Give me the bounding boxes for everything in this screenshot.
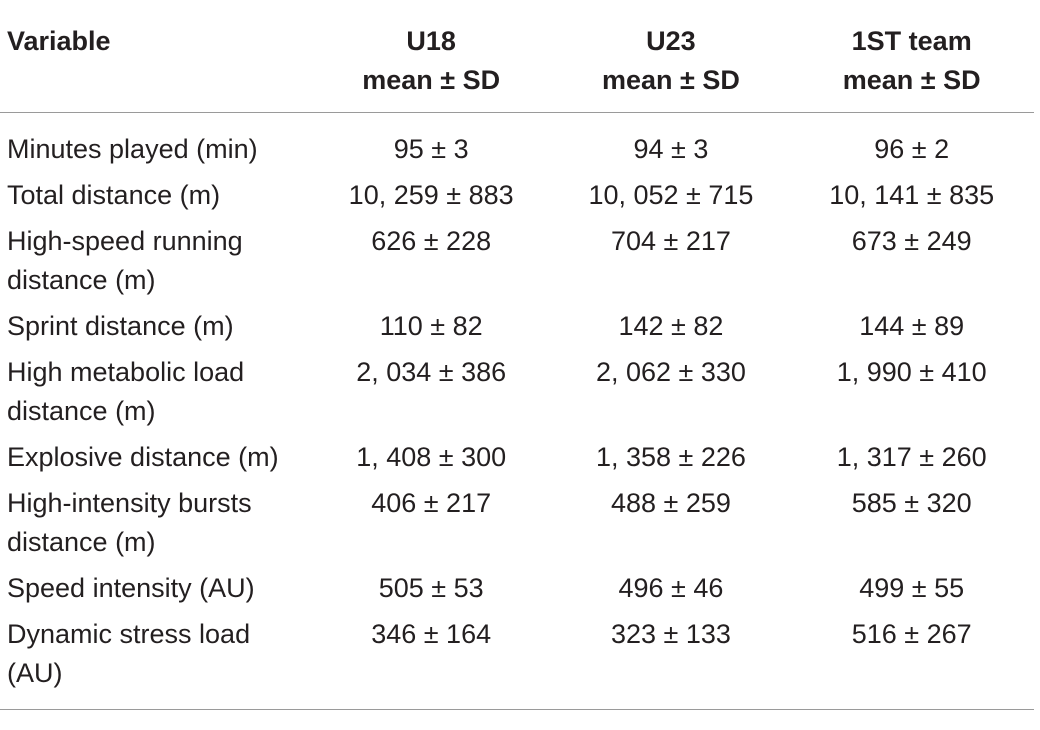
- row-variable: High-speed running distance (m): [7, 226, 243, 295]
- table-row: Sprint distance (m) 110 ± 82 142 ± 82 14…: [0, 304, 1034, 350]
- row-u23-value: 2, 062 ± 330: [595, 357, 746, 387]
- header-u23: U23 mean ± SD: [552, 8, 790, 113]
- row-first-team-value: 10, 141 ± 835: [829, 180, 995, 210]
- table-row: Dynamic stress load (AU) 346 ± 164 323 ±…: [0, 612, 1034, 710]
- header-u18-stat: mean ± SD: [362, 65, 501, 95]
- row-u23-value: 1, 358 ± 226: [595, 442, 746, 472]
- row-u23-value: 323 ± 133: [552, 612, 790, 710]
- header-first-team-name: 1ST team: [851, 26, 972, 56]
- row-u23-value: 704 ± 217: [610, 226, 731, 256]
- row-first-team-value: 144 ± 89: [859, 311, 965, 341]
- row-u18-value: 626 ± 228: [371, 226, 492, 256]
- row-u23-value: 94 ± 3: [633, 134, 709, 164]
- row-first-team-value: 673 ± 249: [851, 226, 972, 256]
- table-row: Explosive distance (m) 1, 408 ± 300 1, 3…: [0, 435, 1034, 481]
- row-variable: High-intensity bursts distance (m): [7, 488, 252, 557]
- row-first-team-value: 1, 317 ± 260: [836, 442, 987, 472]
- row-u18-value: 406 ± 217: [371, 488, 492, 518]
- table-row: High metabolic load distance (m) 2, 034 …: [0, 350, 1034, 435]
- row-u23-value: 496 ± 46: [618, 573, 724, 603]
- table-row: High-speed running distance (m) 626 ± 22…: [0, 219, 1034, 304]
- row-variable: Speed intensity (AU): [7, 573, 255, 603]
- row-variable: Sprint distance (m): [7, 311, 234, 341]
- header-row: Variable U18 mean ± SD U23 mean ± SD 1ST…: [0, 8, 1034, 113]
- table-header: Variable U18 mean ± SD U23 mean ± SD 1ST…: [0, 8, 1034, 113]
- row-u18-value: 110 ± 82: [379, 311, 483, 341]
- row-first-team-value: 96 ± 2: [874, 134, 950, 164]
- row-u18-value: 346 ± 164: [299, 612, 553, 710]
- row-variable: High metabolic load distance (m): [7, 357, 245, 426]
- row-first-team-value: 1, 990 ± 410: [836, 357, 987, 387]
- row-u18-value: 2, 034 ± 386: [356, 357, 507, 387]
- table-row: High-intensity bursts distance (m) 406 ±…: [0, 481, 1034, 566]
- row-variable: Minutes played (min): [7, 134, 258, 164]
- row-u18-value: 95 ± 3: [393, 134, 469, 164]
- row-u18-value: 10, 259 ± 883: [348, 180, 514, 210]
- header-u18: U18 mean ± SD: [299, 8, 553, 113]
- row-first-team-value: 585 ± 320: [851, 488, 972, 518]
- row-u18-value: 1, 408 ± 300: [356, 442, 507, 472]
- table-row: Speed intensity (AU) 505 ± 53 496 ± 46 4…: [0, 566, 1034, 612]
- row-u23-value: 10, 052 ± 715: [588, 180, 754, 210]
- row-first-team-value: 499 ± 55: [859, 573, 965, 603]
- header-u18-name: U18: [406, 26, 456, 56]
- row-variable: Explosive distance (m): [7, 442, 279, 472]
- header-variable: Variable: [0, 8, 300, 113]
- row-u23-value: 488 ± 259: [610, 488, 731, 518]
- row-variable: Total distance (m): [7, 180, 221, 210]
- header-first-team: 1ST team mean ± SD: [789, 8, 1034, 113]
- row-u23-value: 142 ± 82: [618, 311, 724, 341]
- header-u23-stat: mean ± SD: [602, 65, 740, 95]
- data-table: Variable U18 mean ± SD U23 mean ± SD 1ST…: [0, 8, 1034, 710]
- table-body: Minutes played (min) 95 ± 3 94 ± 3 96 ± …: [0, 113, 1034, 710]
- row-variable: Dynamic stress load (AU): [0, 612, 300, 710]
- header-u23-name: U23: [646, 26, 696, 56]
- table-row: Minutes played (min) 95 ± 3 94 ± 3 96 ± …: [0, 113, 1034, 174]
- header-first-team-stat: mean ± SD: [842, 65, 981, 95]
- row-u18-value: 505 ± 53: [378, 573, 484, 603]
- row-first-team-value: 516 ± 267: [789, 612, 1034, 710]
- table-row: Total distance (m) 10, 259 ± 883 10, 052…: [0, 173, 1034, 219]
